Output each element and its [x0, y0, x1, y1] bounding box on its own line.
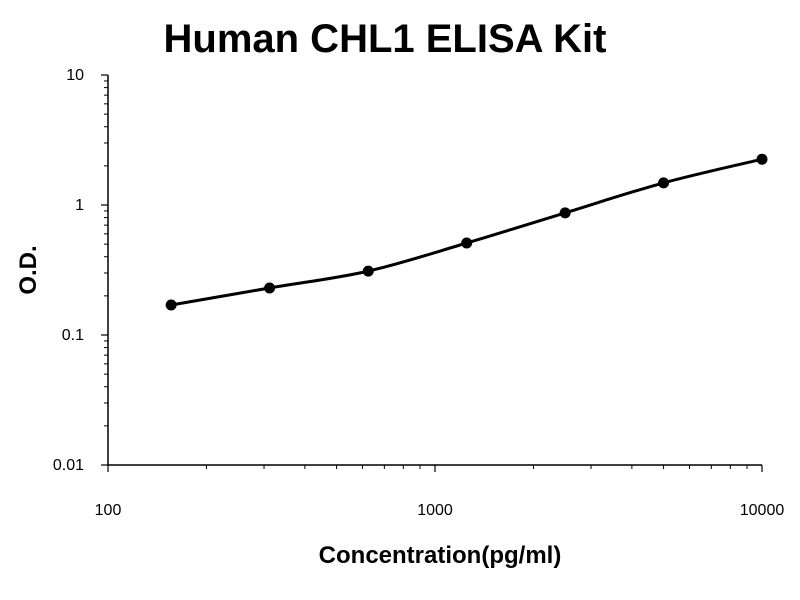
data-point: [559, 207, 571, 219]
x-tick-label: 10000: [740, 502, 785, 519]
y-axis-label: O.D.: [15, 245, 42, 294]
data-point: [362, 265, 374, 277]
y-tick-label: 0.01: [53, 457, 84, 474]
y-tick-label: 0.1: [62, 327, 84, 344]
y-tick-label: 1: [75, 197, 84, 214]
x-tick-label: 100: [95, 502, 122, 519]
y-tick-label: 10: [66, 67, 84, 84]
x-tick-labels: 100 1000 10000: [95, 502, 785, 519]
x-tick-label: 1000: [417, 502, 453, 519]
y-tick-labels: 0.01 0.1 1 10: [53, 67, 84, 474]
data-point: [658, 177, 670, 189]
x-axis-label: Concentration(pg/ml): [319, 542, 562, 569]
data-points: [165, 153, 768, 311]
data-point: [461, 237, 473, 249]
axes: [107, 75, 762, 466]
y-ticks: [101, 74, 108, 466]
data-point: [756, 153, 768, 165]
fit-curve: [170, 157, 763, 307]
x-ticks: [107, 465, 763, 472]
chart-title: Human CHL1 ELISA Kit: [164, 17, 607, 61]
data-point: [264, 282, 276, 294]
data-point: [165, 299, 177, 311]
